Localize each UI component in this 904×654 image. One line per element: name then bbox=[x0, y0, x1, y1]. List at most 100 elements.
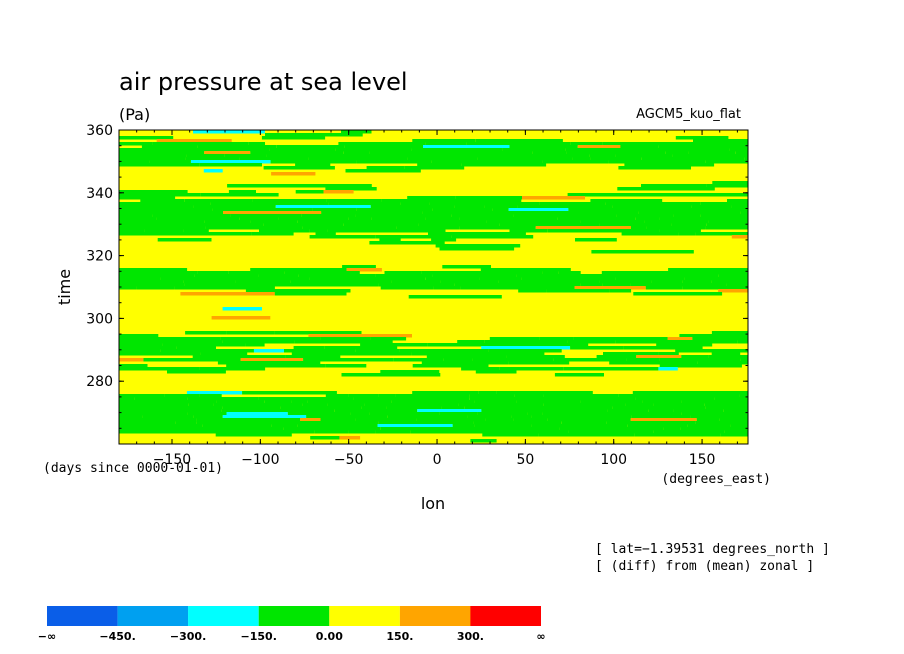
field-patch bbox=[557, 217, 636, 221]
field-patch bbox=[341, 130, 372, 134]
colorbar-swatch bbox=[399, 606, 471, 626]
field-patch bbox=[119, 286, 137, 290]
field-patch bbox=[620, 145, 659, 149]
field-patch bbox=[425, 142, 467, 146]
field-patch bbox=[630, 283, 727, 287]
field-patch bbox=[692, 337, 748, 341]
field-patch bbox=[165, 424, 203, 428]
field-patch bbox=[539, 148, 566, 152]
field-patch bbox=[355, 349, 400, 353]
field-patch bbox=[168, 412, 188, 416]
field-patch bbox=[634, 433, 720, 437]
field-patch bbox=[314, 430, 349, 434]
field-patch bbox=[531, 415, 632, 419]
field-patch bbox=[375, 274, 433, 278]
field-patch bbox=[242, 391, 337, 395]
model-name: AGCM5_kuo_flat bbox=[636, 107, 741, 122]
field-patch bbox=[297, 220, 388, 224]
field-patch bbox=[321, 211, 423, 215]
field-patch bbox=[271, 424, 298, 428]
y-axis-label: time bbox=[55, 269, 74, 305]
field-patch bbox=[517, 205, 613, 209]
field-patch bbox=[356, 208, 433, 212]
field-patch bbox=[623, 346, 703, 350]
field-patch bbox=[345, 169, 421, 173]
field-patch bbox=[645, 286, 683, 290]
field-patch bbox=[375, 430, 411, 434]
field-patch bbox=[300, 418, 321, 422]
field-patch bbox=[407, 157, 478, 161]
field-patch bbox=[269, 148, 336, 152]
field-patch bbox=[378, 283, 455, 287]
colorbar-label: −300. bbox=[170, 630, 206, 643]
field-patch bbox=[371, 217, 426, 221]
colorbar-label: 0.00 bbox=[316, 630, 343, 643]
y-axis: 280 300 320 340 360 bbox=[86, 123, 748, 429]
field-patch bbox=[193, 130, 265, 134]
field-patch bbox=[391, 280, 441, 284]
field-patch bbox=[516, 400, 581, 404]
field-patch bbox=[514, 394, 544, 398]
field-patch bbox=[302, 403, 328, 407]
field-patch bbox=[668, 268, 694, 272]
field-patch bbox=[184, 283, 282, 287]
field-patch bbox=[379, 238, 401, 242]
field-patch bbox=[659, 217, 748, 221]
field-patch bbox=[433, 286, 461, 290]
field-patch bbox=[356, 160, 432, 164]
field-patch bbox=[410, 430, 443, 434]
field-patch bbox=[119, 196, 176, 200]
field-patch bbox=[416, 418, 486, 422]
field-patch bbox=[185, 157, 240, 161]
field-patch bbox=[192, 355, 286, 359]
field-patch bbox=[479, 277, 521, 281]
field-patch bbox=[706, 223, 748, 227]
field-patch bbox=[119, 154, 187, 158]
field-patch bbox=[280, 406, 362, 410]
field-patch bbox=[285, 355, 341, 359]
field-patch bbox=[228, 190, 256, 194]
field-patch bbox=[684, 277, 748, 281]
field-patch bbox=[459, 226, 536, 230]
field-patch bbox=[700, 202, 736, 206]
field-patch bbox=[226, 412, 288, 416]
field-patch bbox=[119, 418, 197, 422]
field-patch bbox=[380, 427, 465, 431]
field-patch bbox=[250, 220, 298, 224]
field-patch bbox=[393, 358, 444, 362]
field-patch bbox=[470, 439, 497, 443]
x-tick-label: −50 bbox=[334, 452, 364, 468]
field-patch bbox=[516, 274, 616, 278]
field-patch bbox=[740, 211, 748, 215]
field-patch bbox=[745, 142, 748, 146]
field-patch bbox=[675, 136, 729, 140]
field-patch bbox=[616, 214, 674, 218]
field-patch bbox=[609, 289, 632, 293]
field-patch bbox=[320, 337, 371, 341]
x-tick-label: 0 bbox=[433, 452, 442, 468]
field-patch bbox=[469, 394, 515, 398]
field-patch bbox=[542, 160, 609, 164]
field-patch bbox=[744, 157, 748, 161]
field-patch bbox=[695, 421, 748, 425]
field-patch bbox=[160, 349, 254, 353]
field-patch bbox=[532, 151, 567, 155]
field-patch bbox=[119, 226, 206, 230]
field-patch bbox=[305, 409, 335, 413]
field-patch bbox=[334, 409, 418, 413]
field-patch bbox=[119, 424, 166, 428]
field-patch bbox=[325, 184, 372, 188]
field-patch bbox=[630, 226, 647, 230]
field-patch bbox=[213, 208, 313, 212]
field-patch bbox=[422, 211, 497, 215]
field-patch bbox=[488, 271, 543, 275]
field-patch bbox=[151, 400, 217, 404]
field-patch bbox=[431, 160, 474, 164]
field-patch bbox=[338, 142, 426, 146]
field-patch bbox=[252, 199, 305, 203]
field-patch bbox=[499, 367, 564, 371]
field-patch bbox=[664, 208, 695, 212]
field-patch bbox=[289, 421, 379, 425]
field-patch bbox=[151, 403, 189, 407]
